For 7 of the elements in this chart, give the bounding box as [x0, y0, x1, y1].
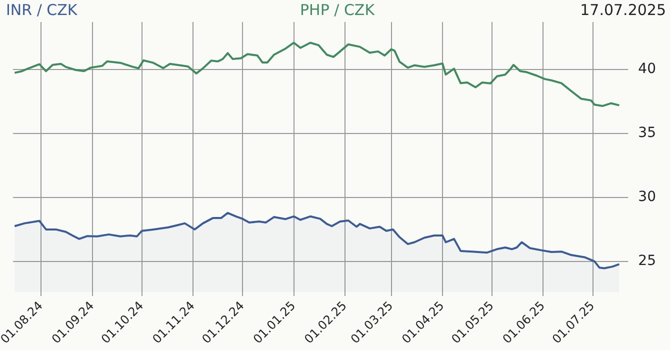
y-tick-label: 40	[638, 60, 656, 77]
y-tick-label: 35	[638, 124, 656, 141]
series-label: PHP / CZK	[300, 1, 375, 19]
text: 17.07.2025	[580, 1, 666, 19]
text: INR / CZK	[6, 1, 78, 19]
y-tick-label: 25	[638, 252, 656, 269]
y-tick-label: 30	[638, 188, 656, 205]
